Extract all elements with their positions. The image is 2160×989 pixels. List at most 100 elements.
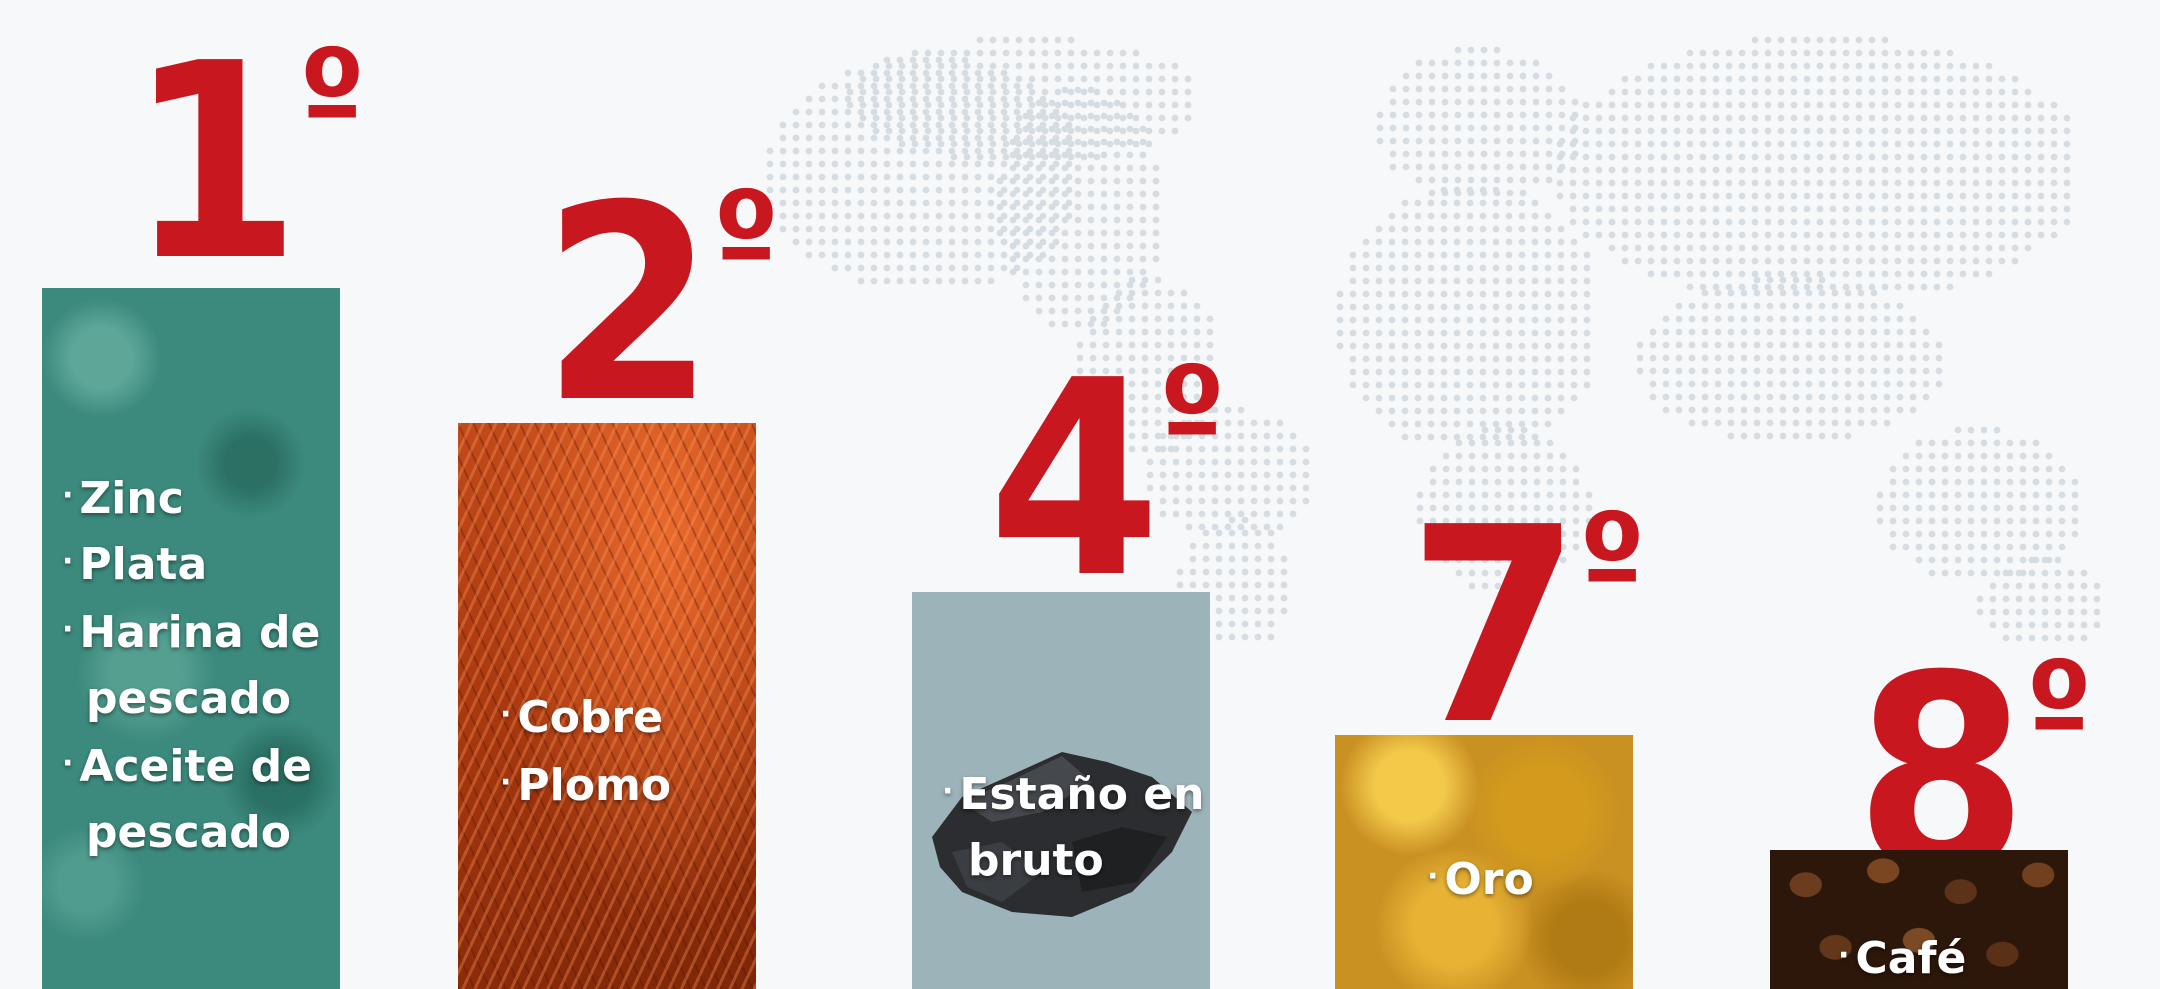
map-dot	[885, 114, 893, 122]
map-dot	[2006, 439, 2014, 447]
map-dot	[1699, 140, 1707, 148]
map-dot	[1009, 229, 1017, 237]
map-dot	[1544, 316, 1552, 324]
map-dot	[1009, 242, 1017, 250]
map-dot	[1035, 255, 1043, 263]
list-item: · Oro	[1427, 854, 1534, 905]
map-dot	[1896, 354, 1904, 362]
map-dot	[1250, 445, 1258, 453]
map-dot	[1868, 62, 1876, 70]
map-dot	[1976, 608, 1984, 616]
map-dot	[2080, 634, 2088, 642]
map-dot	[1074, 125, 1082, 133]
map-dot	[1302, 484, 1310, 492]
map-dot	[1100, 125, 1108, 133]
map-dot	[1141, 393, 1149, 401]
map-dot	[1506, 176, 1514, 184]
map-dot	[1119, 49, 1127, 57]
map-dot	[1100, 203, 1108, 211]
map-dot	[1492, 225, 1500, 233]
map-dot	[1868, 153, 1876, 161]
map-dot	[976, 114, 984, 122]
map-dot	[1544, 303, 1552, 311]
map-dot	[1054, 127, 1062, 135]
map-dot	[1842, 192, 1850, 200]
map-dot	[2024, 205, 2032, 213]
map-dot	[1100, 164, 1108, 172]
map-dot	[1764, 127, 1772, 135]
map-dot	[1998, 244, 2006, 252]
map-dot	[1198, 458, 1206, 466]
map-dot	[1557, 381, 1565, 389]
map-dot	[779, 186, 787, 194]
map-dot	[1389, 150, 1397, 158]
map-dot	[1686, 75, 1694, 83]
map-dot	[1048, 255, 1056, 263]
map-dot	[1842, 231, 1850, 239]
map-dot	[1518, 199, 1526, 207]
map-dot	[2006, 491, 2014, 499]
map-dot	[1267, 633, 1275, 641]
map-dot	[1211, 419, 1219, 427]
map-dot	[1146, 471, 1154, 479]
map-dot	[1126, 268, 1134, 276]
map-dot	[924, 114, 932, 122]
map-dot	[1559, 504, 1567, 512]
map-dot	[1061, 268, 1069, 276]
map-dot	[1054, 114, 1062, 122]
map-dot	[831, 251, 839, 259]
map-dot	[1442, 491, 1450, 499]
map-dot	[1989, 608, 1997, 616]
map-dot	[1545, 176, 1553, 184]
map-dot	[1868, 231, 1876, 239]
map-dot	[1152, 190, 1160, 198]
map-dot	[1087, 242, 1095, 250]
map-dot	[1416, 491, 1424, 499]
map-dot	[948, 238, 956, 246]
map-dot	[1401, 433, 1409, 441]
map-dot	[1531, 199, 1539, 207]
map-dot	[1102, 328, 1110, 336]
map-dot	[1362, 329, 1370, 337]
map-dot	[1453, 238, 1461, 246]
map-dot	[2071, 504, 2079, 512]
map-dot	[1920, 62, 1928, 70]
map-dot	[1531, 212, 1539, 220]
map-dot	[1790, 88, 1798, 96]
map-dot	[1998, 205, 2006, 213]
map-dot	[1803, 127, 1811, 135]
map-dot	[1241, 594, 1249, 602]
map-dot	[1113, 203, 1121, 211]
map-dot	[1621, 153, 1629, 161]
map-dot	[911, 88, 919, 96]
map-dot	[1595, 192, 1603, 200]
map-dot	[1881, 231, 1889, 239]
map-dot	[1583, 303, 1591, 311]
map-dot	[1479, 238, 1487, 246]
map-dot	[1028, 101, 1036, 109]
map-dot	[909, 225, 917, 233]
map-dot	[1727, 315, 1735, 323]
map-dot	[1429, 491, 1437, 499]
map-dot	[1559, 491, 1567, 499]
map-dot	[805, 108, 813, 116]
map-dot	[1115, 406, 1123, 414]
map-dot	[1215, 594, 1223, 602]
map-dot	[1855, 257, 1863, 265]
map-dot	[1074, 177, 1082, 185]
map-dot	[1480, 85, 1488, 93]
map-dot	[1751, 101, 1759, 109]
map-dot	[1102, 302, 1110, 310]
map-dot	[1518, 264, 1526, 272]
map-dot	[1647, 140, 1655, 148]
map-dot	[883, 160, 891, 168]
map-dot	[1959, 192, 1967, 200]
map-dot	[870, 186, 878, 194]
map-dot	[1686, 218, 1694, 226]
map-dot	[1933, 218, 1941, 226]
map-dot	[1570, 303, 1578, 311]
map-dot	[1089, 315, 1097, 323]
map-dot	[1520, 465, 1528, 473]
map-dot	[1634, 75, 1642, 83]
map-dot	[883, 225, 891, 233]
